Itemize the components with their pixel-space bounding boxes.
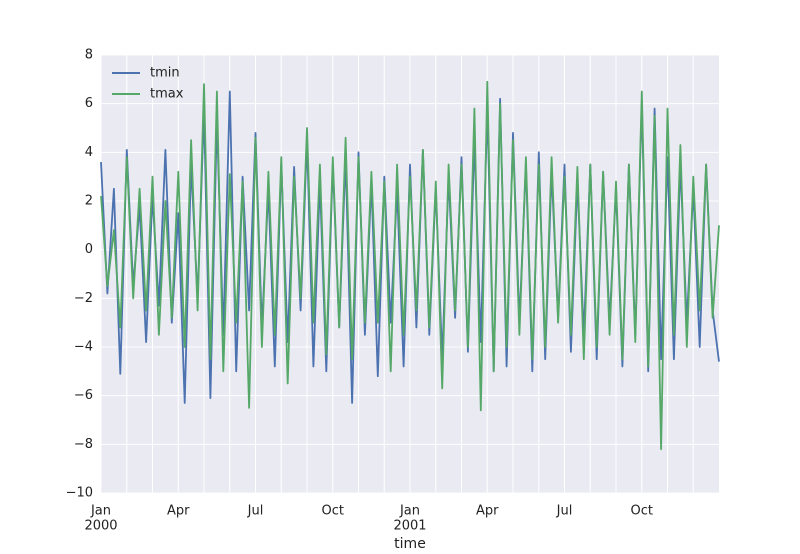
- x-tick-label: Oct: [631, 504, 653, 519]
- y-tick-label: 0: [85, 242, 93, 257]
- y-tick-label: −2: [74, 291, 93, 306]
- y-tick-label: −6: [74, 388, 93, 403]
- x-tick-label: Jan: [399, 504, 420, 519]
- series-line: [100, 80, 720, 451]
- x-tick-year-label: 2000: [84, 519, 117, 534]
- x-tick-label: Apr: [167, 504, 190, 519]
- y-tick-label: 2: [85, 194, 93, 209]
- y-tick-label: 6: [85, 96, 93, 111]
- x-tick-label: Jan: [90, 504, 111, 519]
- x-axis-label: time: [394, 536, 426, 550]
- x-tick-label: Oct: [322, 504, 344, 519]
- x-tick-label: Jul: [556, 504, 573, 519]
- y-tick-label: 4: [85, 145, 93, 160]
- y-tick-label: −4: [74, 340, 93, 355]
- y-tick-label: −10: [66, 486, 93, 501]
- x-tick-year-label: 2001: [393, 519, 426, 534]
- x-tick-label: Jul: [247, 504, 264, 519]
- legend-label: tmax: [150, 87, 184, 102]
- legend-label: tmin: [150, 66, 180, 81]
- y-tick-label: 8: [85, 48, 93, 63]
- x-tick-label: Apr: [476, 504, 499, 519]
- y-tick-label: −8: [74, 437, 93, 452]
